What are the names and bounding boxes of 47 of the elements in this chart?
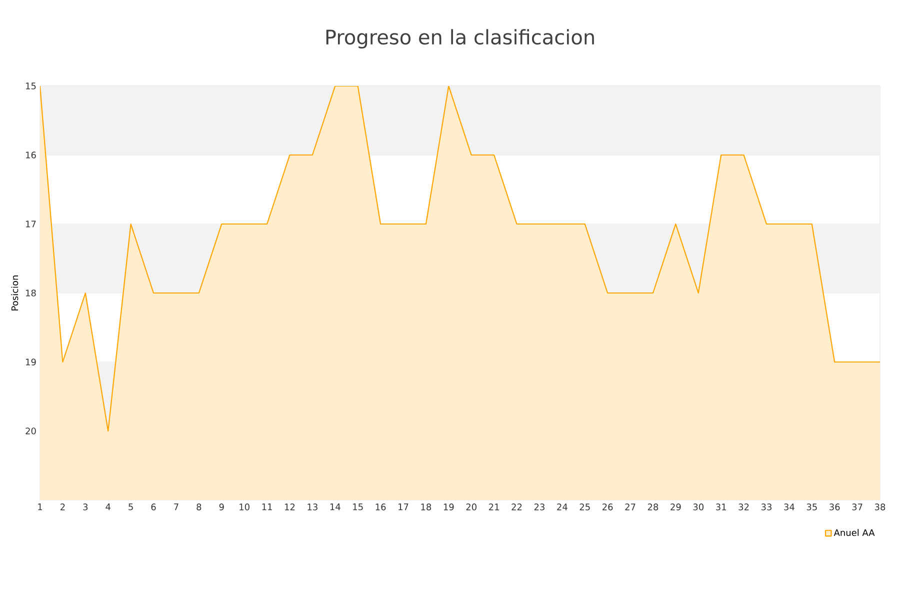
x-tick-label: 13 <box>308 504 318 510</box>
x-tick-label: 22 <box>512 504 522 510</box>
y-tick-label: 18 <box>26 290 36 296</box>
x-tick-label: 4 <box>106 504 110 510</box>
x-tick-label: 32 <box>738 504 749 510</box>
x-tick-label: 35 <box>806 504 817 510</box>
x-tick-label: 37 <box>852 504 862 510</box>
x-tick-label: 20 <box>466 504 476 510</box>
y-tick-label: 17 <box>26 220 36 228</box>
x-tick-label: 21 <box>488 504 499 510</box>
x-tick-label: 18 <box>421 504 432 510</box>
x-tick-label: 9 <box>219 504 224 510</box>
x-tick-label: 15 <box>353 504 363 510</box>
x-tick-label: 36 <box>830 504 840 510</box>
chart-title: Progreso en la clasificacion <box>326 29 594 48</box>
x-tick-label: 8 <box>196 504 202 510</box>
x-tick-label: 29 <box>670 504 681 510</box>
x-tick-label: 30 <box>693 504 704 510</box>
x-tick-label: 26 <box>602 504 613 510</box>
x-tick-label: 11 <box>262 504 272 510</box>
x-tick-label: 16 <box>376 504 386 510</box>
x-tick-label: 3 <box>83 504 88 510</box>
y-tick-label: 19 <box>26 358 36 366</box>
x-tick-label: 19 <box>444 504 454 510</box>
x-tick-label: 14 <box>330 504 340 510</box>
x-tick-label: 10 <box>240 504 250 510</box>
x-tick-label: 17 <box>398 504 408 510</box>
y-tick-label: 16 <box>26 152 36 158</box>
y-axis-title: Posicion <box>11 276 18 310</box>
x-tick-label: 5 <box>128 504 133 510</box>
x-tick-label: 2 <box>60 504 65 510</box>
x-tick-label: 12 <box>284 504 295 510</box>
x-tick-label: 28 <box>648 504 658 510</box>
x-tick-label: 7 <box>174 504 178 510</box>
x-tick-label: 27 <box>625 504 636 510</box>
x-tick-label: 31 <box>716 504 726 510</box>
y-tick-label: 20 <box>26 428 36 434</box>
y-tick-label: 15 <box>26 82 36 90</box>
x-tick-label: 38 <box>874 504 886 510</box>
x-tick-label: 24 <box>557 504 568 510</box>
x-tick-label: 25 <box>580 504 590 510</box>
x-tick-label: 1 <box>38 504 42 510</box>
legend-label: Anuel AA <box>834 529 875 536</box>
x-tick-label: 33 <box>761 504 772 510</box>
x-tick-label: 34 <box>784 504 794 510</box>
x-tick-label: 23 <box>534 504 544 510</box>
x-tick-label: 6 <box>151 504 156 510</box>
